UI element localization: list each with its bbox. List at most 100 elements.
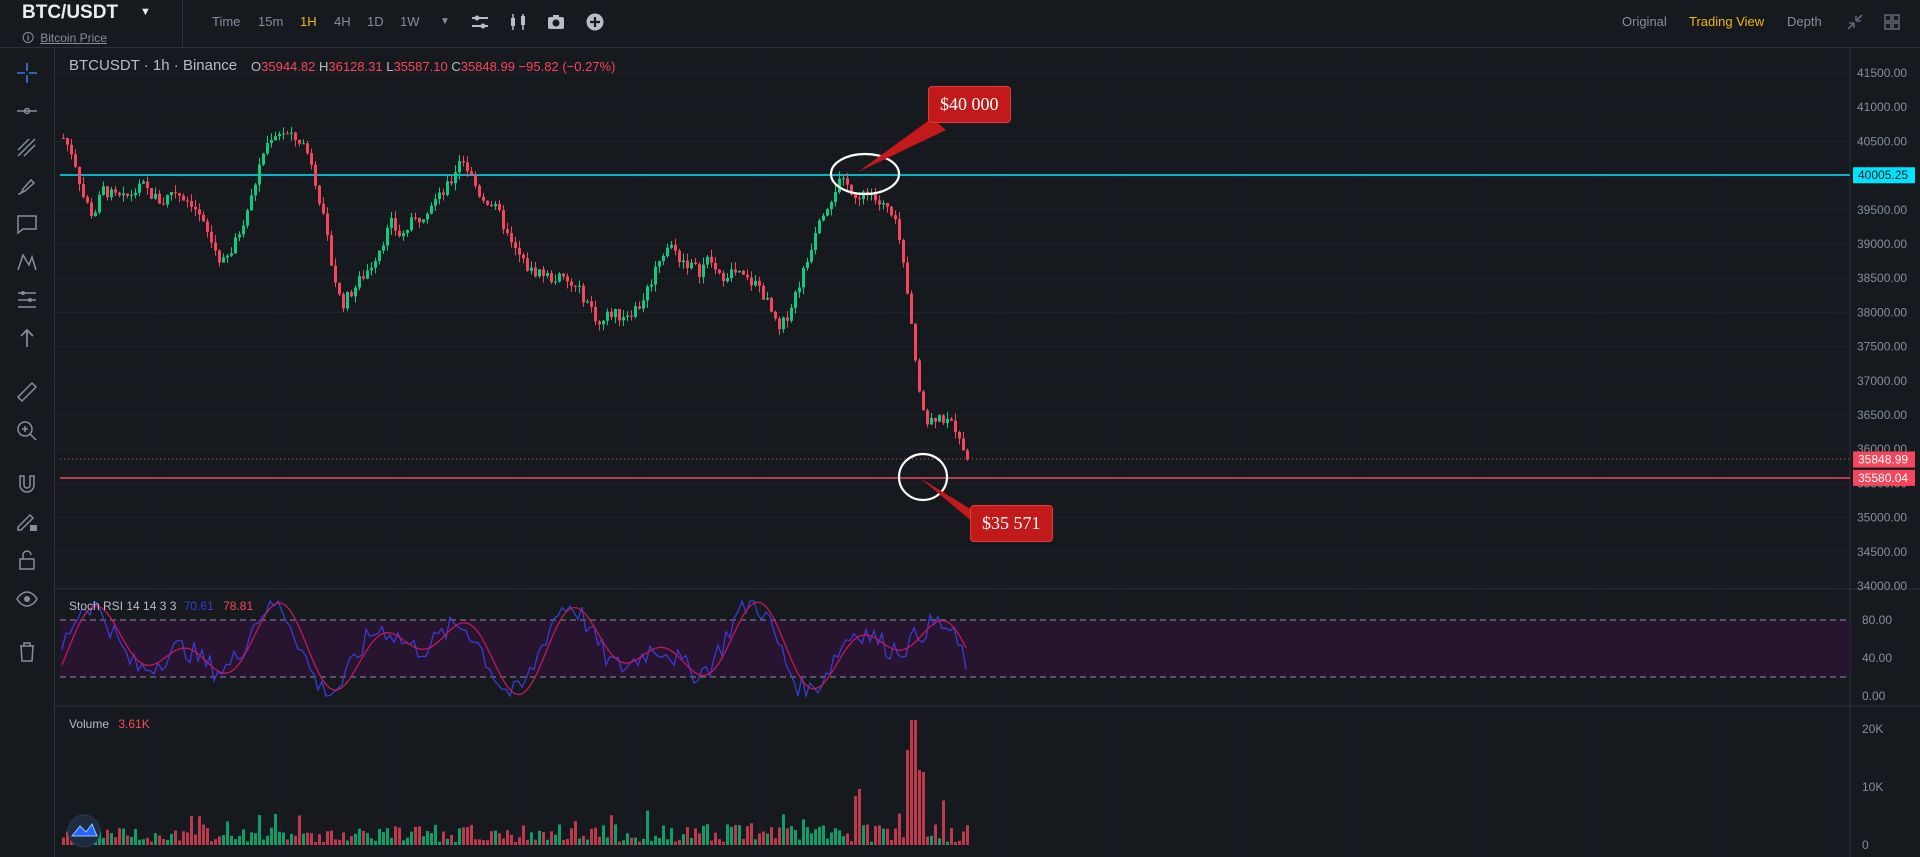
volume-bar xyxy=(422,836,425,845)
arrow-up-icon[interactable] xyxy=(15,326,39,350)
candle-body xyxy=(390,217,393,228)
candle-body xyxy=(770,297,773,312)
volume-bar xyxy=(946,841,949,845)
volume-bar xyxy=(642,838,645,845)
volume-bar xyxy=(654,835,657,845)
candle-body xyxy=(742,270,745,275)
volume-bar xyxy=(738,825,741,845)
volume-bar xyxy=(282,832,285,845)
volume-bar xyxy=(498,833,501,845)
volume-bar xyxy=(342,832,345,845)
candle-body xyxy=(898,219,901,241)
interval-15m[interactable]: 15m xyxy=(258,14,284,29)
volume-bar xyxy=(262,839,265,845)
candle-body xyxy=(150,188,153,199)
candle-body xyxy=(798,287,801,293)
interval-1w[interactable]: 1W xyxy=(400,14,420,29)
ruler-icon[interactable] xyxy=(15,380,39,404)
brush-icon[interactable] xyxy=(15,174,39,198)
chevron-down-icon[interactable]: ▼ xyxy=(140,6,151,18)
interval-4h[interactable]: 4H xyxy=(334,14,351,29)
volume-label[interactable]: Volume xyxy=(69,717,110,731)
top-callout-pointer xyxy=(858,118,946,172)
stoch-rsi-label[interactable]: Stoch RSI 14 14 3 3 xyxy=(69,599,177,613)
settings-sliders-icon[interactable] xyxy=(470,12,490,32)
candle-body xyxy=(550,273,553,283)
candle-body xyxy=(754,280,757,286)
volume-bar xyxy=(886,828,889,845)
volume-bar xyxy=(370,838,373,845)
volume-bar xyxy=(834,828,837,845)
candle-body xyxy=(470,171,473,175)
volume-bar xyxy=(106,829,109,845)
tab-original[interactable]: Original xyxy=(1622,14,1667,29)
volume-bar xyxy=(750,823,753,845)
fib-levels-icon[interactable] xyxy=(15,288,39,312)
volume-bar xyxy=(434,824,437,845)
legend-pair[interactable]: BTCUSDT xyxy=(69,57,140,74)
collapse-icon[interactable] xyxy=(1845,12,1865,32)
volume-bar xyxy=(194,834,197,845)
candle-body xyxy=(942,415,945,423)
candle-body xyxy=(130,195,133,197)
interval-time[interactable]: Time xyxy=(212,14,241,29)
candle-body xyxy=(430,205,433,214)
grid-layout-icon[interactable] xyxy=(1882,12,1902,32)
tab-trading-view[interactable]: Trading View xyxy=(1689,14,1765,29)
volume-bar xyxy=(218,836,221,845)
volume-bar xyxy=(722,841,725,845)
candle-body xyxy=(502,210,505,230)
eye-icon[interactable] xyxy=(15,587,39,611)
unlock-icon[interactable] xyxy=(15,548,39,572)
volume-bar xyxy=(134,828,137,845)
indicator-icon[interactable] xyxy=(508,12,528,32)
interval-1h[interactable]: 1H xyxy=(300,14,317,29)
candle-body xyxy=(566,276,569,282)
candle-body xyxy=(826,209,829,216)
volume-axis: 20K 10K 0 xyxy=(1862,722,1883,852)
volume-bar xyxy=(430,833,433,845)
volume-bar xyxy=(774,838,777,845)
symbol-title[interactable]: BTC/USDT xyxy=(22,2,119,23)
candle-body xyxy=(406,230,409,233)
volume-bar xyxy=(594,827,597,845)
candle-body xyxy=(186,200,189,202)
stoch-rsi-d-value: 78.81 xyxy=(223,599,254,613)
horizontal-line-icon[interactable] xyxy=(15,99,39,123)
trend-lines-icon[interactable] xyxy=(15,136,39,160)
candle-body xyxy=(414,217,417,219)
candle-body xyxy=(962,438,965,451)
zoom-in-icon[interactable] xyxy=(15,419,39,443)
bitcoin-price-link[interactable]: 🛈 Bitcoin Price xyxy=(22,29,107,50)
crosshair-icon[interactable] xyxy=(15,61,39,85)
pencil-lock-icon[interactable] xyxy=(15,510,39,534)
candle-body xyxy=(734,269,737,273)
candle-body xyxy=(358,276,361,288)
candle-body xyxy=(146,181,149,189)
rsi-tick-label: 80.00 xyxy=(1862,613,1892,627)
candle-body xyxy=(650,284,653,287)
interval-1d[interactable]: 1D xyxy=(367,14,384,29)
bottom-callout-pointer xyxy=(920,478,980,528)
add-icon[interactable] xyxy=(585,12,605,32)
candle-body xyxy=(554,281,557,283)
trash-icon[interactable] xyxy=(15,640,39,664)
text-comment-icon[interactable] xyxy=(15,212,39,236)
volume-bar xyxy=(154,833,157,845)
pattern-icon[interactable] xyxy=(15,250,39,274)
volume-value: 3.61K xyxy=(118,717,150,731)
camera-icon[interactable] xyxy=(546,12,566,32)
volume-bar xyxy=(346,840,349,845)
candle-body xyxy=(902,240,905,263)
rsi-axis: 80.00 40.00 0.00 xyxy=(1862,613,1892,703)
more-intervals-chevron-icon[interactable]: ▼ xyxy=(440,16,450,27)
candle-body xyxy=(206,221,209,232)
volume-bar xyxy=(114,837,117,845)
magnet-icon[interactable] xyxy=(15,472,39,496)
price-tag-label: 40005.25 xyxy=(1858,168,1908,182)
tab-depth[interactable]: Depth xyxy=(1787,14,1822,29)
volume-bar xyxy=(226,821,229,845)
candle-body xyxy=(170,192,173,196)
volume-bar xyxy=(570,828,573,845)
